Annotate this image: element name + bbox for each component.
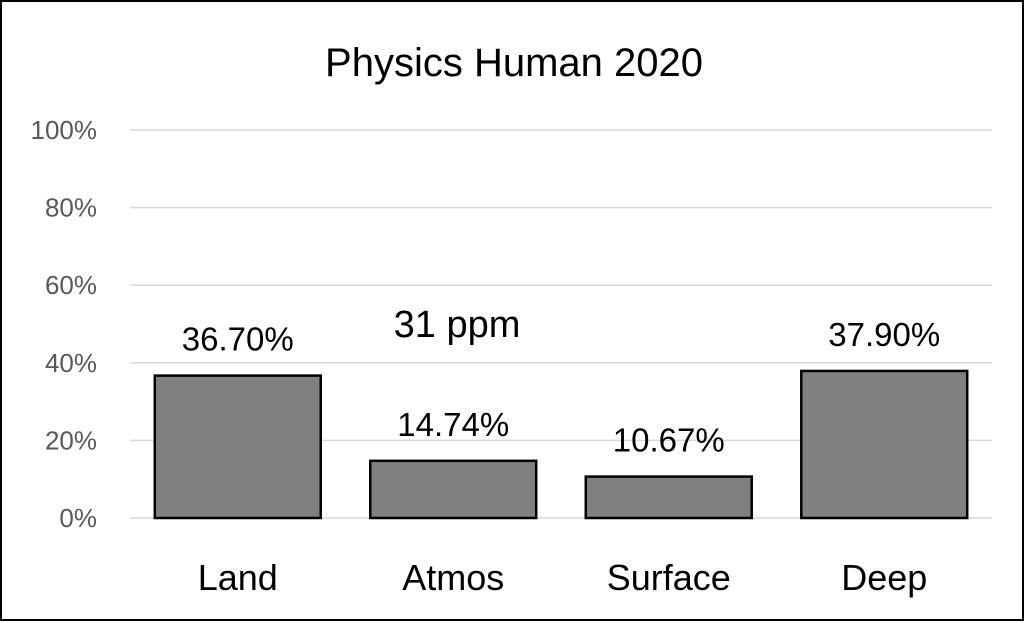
- chart-title: Physics Human 2020: [325, 41, 703, 85]
- y-tick-label: 0%: [59, 503, 97, 533]
- data-label-land: 36.70%: [182, 321, 294, 358]
- category-label-surface: Surface: [607, 557, 731, 598]
- category-label-deep: Deep: [841, 557, 927, 598]
- y-tick-label: 80%: [45, 193, 97, 223]
- data-label-atmos: 14.74%: [397, 406, 509, 443]
- bar-atmos: [369, 459, 538, 520]
- data-label-deep: 37.90%: [828, 316, 940, 353]
- data-labels: 36.70% 14.74% 10.67% 37.90%: [182, 316, 940, 459]
- bar-land: [153, 374, 322, 520]
- category-label-land: Land: [198, 557, 278, 598]
- data-label-surface: 10.67%: [613, 422, 725, 459]
- bar-deep: [800, 369, 969, 520]
- y-tick-label: 20%: [45, 425, 97, 455]
- ppm-annotation: 31 ppm: [394, 304, 521, 346]
- y-tick-label: 40%: [45, 348, 97, 378]
- y-tick-label: 60%: [45, 270, 97, 300]
- y-tick-label: 100%: [31, 115, 98, 145]
- bars: [153, 369, 969, 520]
- y-axis-ticks: 0% 20% 40% 60% 80% 100%: [31, 115, 98, 533]
- x-axis-categories: Land Atmos Surface Deep: [198, 557, 928, 598]
- bar-surface: [584, 475, 753, 520]
- category-label-atmos: Atmos: [402, 557, 504, 598]
